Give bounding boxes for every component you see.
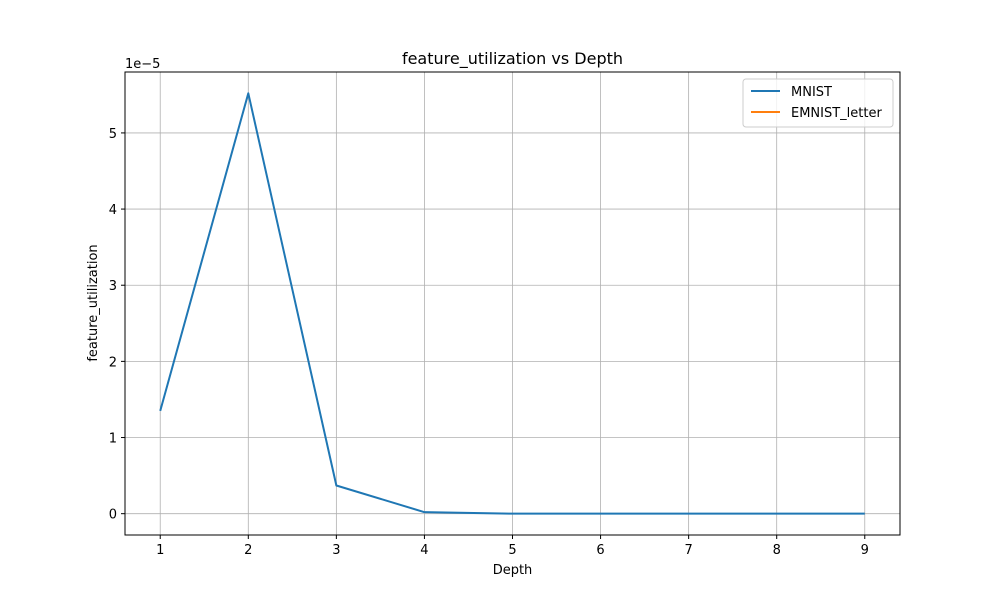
y-tick-label: 2: [109, 355, 117, 370]
x-axis-label: Depth: [493, 563, 533, 578]
x-tick-label: 4: [420, 543, 428, 558]
x-tick-label: 3: [332, 543, 340, 558]
legend-label-mnist: MNIST: [791, 85, 832, 100]
chart-title: feature_utilization vs Depth: [402, 49, 623, 69]
legend-box: [742, 78, 894, 128]
legend: MNIST EMNIST_letter: [742, 78, 894, 128]
y-axis-label: feature_utilization: [86, 244, 101, 361]
y-scale-offset-label: 1e−5: [125, 57, 160, 72]
ticks: 1 2 3 4 5 6 7 8 9 0 1 2 3 4 5: [109, 127, 869, 558]
legend-label-emnist-letter: EMNIST_letter: [791, 106, 882, 121]
y-tick-label: 5: [109, 127, 117, 142]
x-tick-label: 2: [244, 543, 252, 558]
y-tick-label: 4: [109, 203, 117, 218]
x-tick-label: 1: [156, 543, 164, 558]
x-tick-label: 9: [861, 543, 869, 558]
x-tick-label: 5: [508, 543, 516, 558]
x-tick-label: 8: [773, 543, 781, 558]
x-tick-label: 7: [684, 543, 692, 558]
y-tick-label: 3: [109, 279, 117, 294]
series-line-mnist: [159, 92, 865, 515]
x-tick-label: 6: [596, 543, 604, 558]
series-layer: [159, 92, 865, 515]
y-tick-label: 1: [109, 432, 117, 447]
y-tick-label: 0: [109, 508, 117, 523]
